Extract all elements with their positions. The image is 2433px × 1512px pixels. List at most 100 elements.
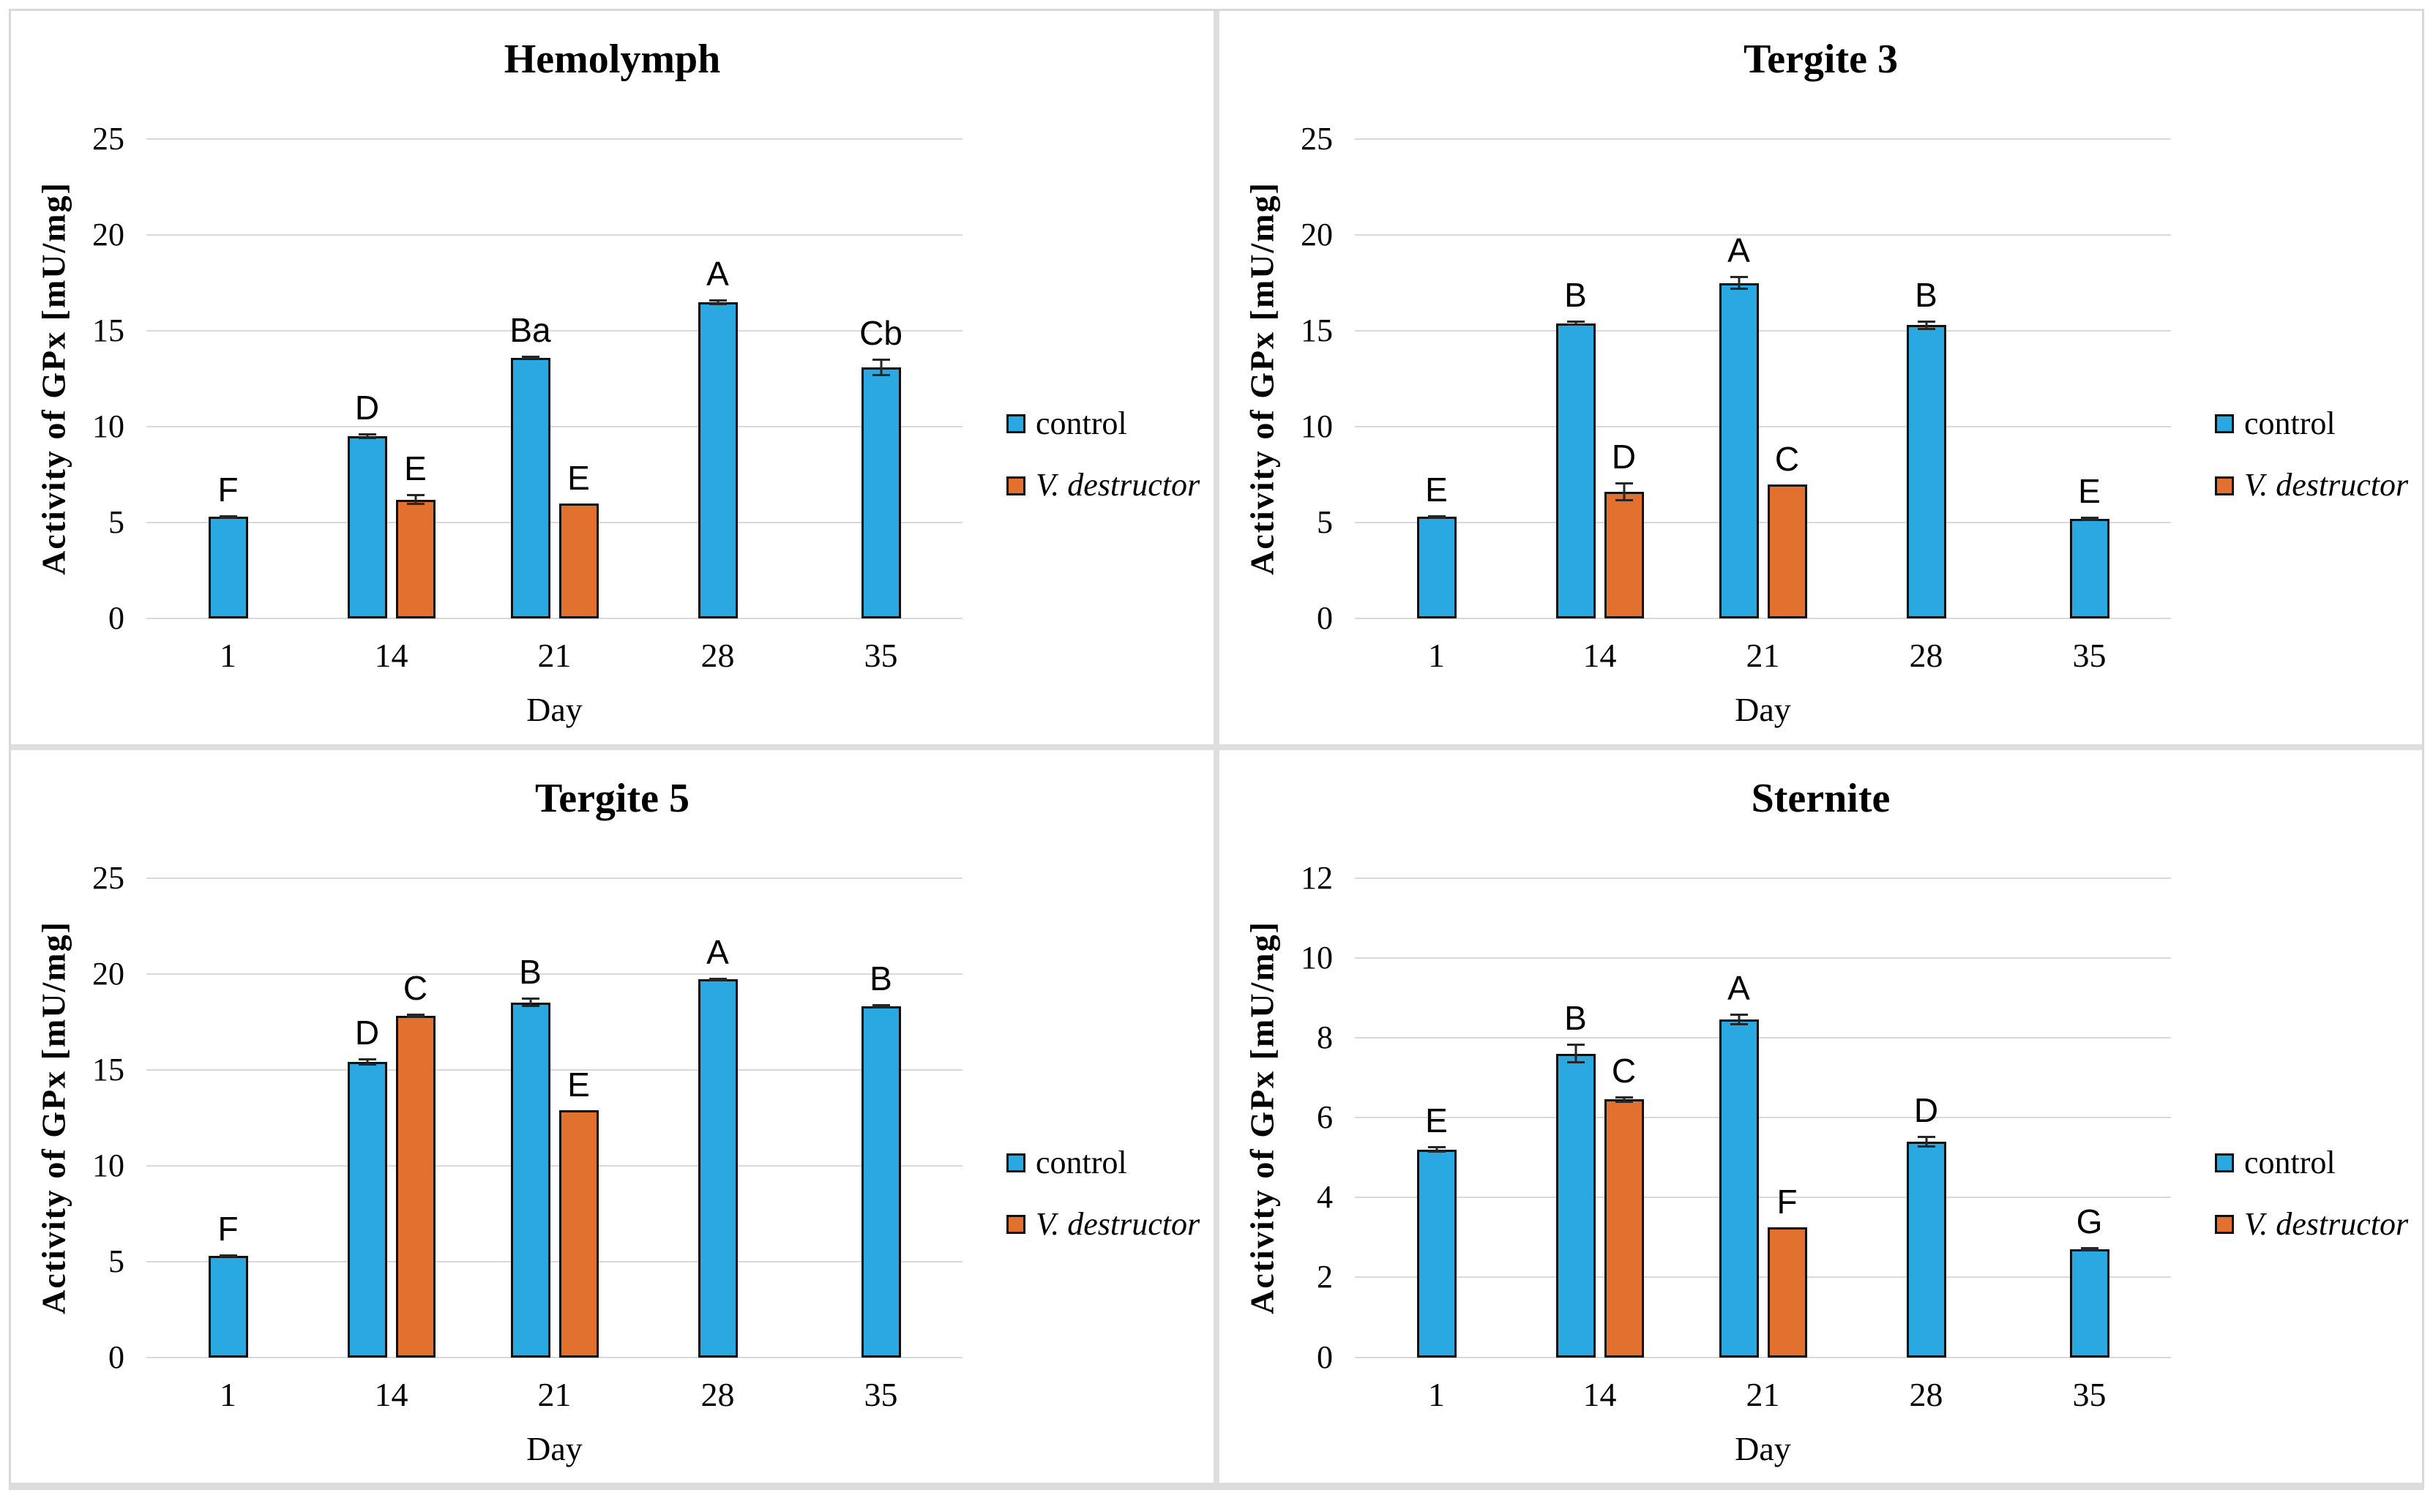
- plot-area: 0 5 10 15 20 25 1 14 21 28 35 F D Ba A Cb E E: [92, 123, 963, 673]
- x-tick-label: 28: [1909, 1375, 1943, 1413]
- error-bar-cap: [219, 1254, 237, 1257]
- error-bar: [1427, 1146, 1446, 1153]
- y-tick-label: 0: [1317, 1339, 1333, 1375]
- sig-letter: B: [1915, 275, 1937, 314]
- sig-letter: E: [404, 449, 427, 487]
- gridline: [146, 234, 963, 236]
- x-tick-label: 21: [537, 637, 572, 674]
- error-bar-cap: [219, 516, 237, 519]
- x-tick-label: 1: [220, 637, 236, 674]
- legend-item-control: control: [1006, 405, 1200, 441]
- error-bar-cap: [1427, 1146, 1446, 1149]
- error-bar: [521, 356, 539, 360]
- gridline: [146, 426, 963, 427]
- sig-letter: C: [1611, 1052, 1637, 1090]
- legend-label-control: control: [1036, 1144, 1127, 1180]
- bar-v-destructor-day-14: [395, 499, 436, 618]
- bar-v-destructor-day-14: [1604, 492, 1644, 618]
- error-bar-cap: [406, 1016, 425, 1019]
- sig-letter: A: [1727, 231, 1750, 270]
- plot-area: 0 5 10 15 20 25 1 14 21 28 35 E B A B E D C: [1301, 123, 2171, 673]
- bar-v-destructor-day-14: [395, 1016, 436, 1358]
- error-bar-cap: [2080, 1249, 2098, 1252]
- bar-control-day-14: [347, 436, 387, 618]
- page-title: Sternite: [1751, 775, 1891, 821]
- y-tick-label: 12: [1301, 859, 1333, 896]
- gridline: [1355, 426, 2171, 427]
- error-bar-stem: [366, 1058, 368, 1066]
- sig-letter: B: [1564, 275, 1587, 314]
- y-axis-label: Activity of GPx [mU/mg]: [1243, 181, 1281, 575]
- panel-tergite-5: Tergite 5 Activity of GPx [mU/mg] 0 5 10 15…: [11, 749, 1214, 1483]
- error-bar-cap: [709, 978, 727, 981]
- y-tick-label: 10: [92, 1147, 124, 1183]
- bar-v-destructor-day-14: [1604, 1099, 1644, 1358]
- gridline: [1355, 1276, 2171, 1279]
- y-axis-label: Activity of GPx [mU/mg]: [34, 181, 72, 575]
- y-tick-label: 10: [1301, 408, 1333, 444]
- error-bar-cap: [1615, 1100, 1633, 1103]
- x-tick-label: 35: [864, 637, 898, 674]
- error-bar: [1917, 1135, 1935, 1148]
- error-bar-cap: [521, 1005, 539, 1008]
- error-bar-stem: [1738, 276, 1740, 290]
- gridline: [1355, 330, 2171, 332]
- error-bar-cap: [1566, 323, 1585, 326]
- control-swatch: [1006, 1153, 1025, 1172]
- gridline: [146, 1260, 963, 1262]
- bar-control-day-1: [1416, 517, 1457, 618]
- x-axis-label: Day: [1735, 691, 1791, 728]
- x-tick-label: 1: [1428, 637, 1445, 674]
- gridline: [1355, 877, 2171, 879]
- error-bar-cap: [1917, 320, 1935, 323]
- gridline: [1355, 1036, 2171, 1038]
- y-tick-label: 10: [1301, 939, 1333, 976]
- y-tick-label: 6: [1317, 1099, 1333, 1135]
- bar-control-day-35: [861, 1006, 901, 1358]
- legend-label-control: control: [1036, 405, 1127, 441]
- error-bar-cap: [2080, 518, 2098, 521]
- error-bar: [1730, 1014, 1748, 1026]
- error-bar-cap: [521, 356, 539, 359]
- error-bar: [358, 1058, 376, 1066]
- legend: control V. destructor: [2215, 405, 2408, 504]
- y-tick-label: 15: [92, 312, 124, 348]
- x-tick-label: 28: [700, 637, 735, 674]
- gridline: [1355, 1197, 2171, 1199]
- gridline: [1355, 957, 2171, 959]
- error-bar-stem: [1574, 1044, 1577, 1064]
- error-bar: [358, 433, 376, 440]
- error-bar-cap: [358, 437, 376, 440]
- error-bar-cap: [1427, 514, 1446, 517]
- sig-letter: E: [1425, 1101, 1448, 1140]
- sig-letter: E: [567, 458, 590, 497]
- error-bar: [872, 359, 890, 376]
- bar-control-day-1: [208, 1255, 248, 1358]
- v-destructor-swatch: [1006, 1215, 1025, 1235]
- error-bar: [1615, 482, 1633, 502]
- sig-letter: Ba: [509, 311, 551, 350]
- page-title: Tergite 3: [1744, 37, 1898, 82]
- sig-letter: F: [217, 1209, 239, 1248]
- bar-control-day-35: [2069, 518, 2109, 618]
- error-bar: [1730, 276, 1748, 290]
- error-bar-stem: [1738, 1014, 1740, 1026]
- error-bar-stem: [1435, 1146, 1438, 1153]
- error-bar-cap: [1427, 1150, 1446, 1153]
- error-bar-cap: [709, 302, 727, 305]
- control-swatch: [2215, 1153, 2234, 1172]
- bar-control-day-21: [1719, 282, 1759, 618]
- legend-item-control: control: [1006, 1145, 1200, 1180]
- y-tick-label: 0: [108, 600, 124, 636]
- sig-letter: D: [354, 389, 380, 427]
- error-bar: [1566, 320, 1585, 326]
- error-bar-cap: [406, 493, 425, 496]
- error-bar-stem: [1925, 320, 1927, 330]
- error-bar-cap: [1917, 327, 1935, 330]
- bar-control-day-35: [2069, 1249, 2109, 1358]
- bar-control-day-28: [1906, 325, 1946, 618]
- error-bar-cap: [406, 503, 425, 506]
- bar-control-day-28: [698, 979, 738, 1358]
- panel-sternite: Sternite Activity of GPx [mU/mg] 0 2 4 6 8 10…: [1219, 749, 2422, 1483]
- y-tick-label: 5: [108, 1243, 124, 1279]
